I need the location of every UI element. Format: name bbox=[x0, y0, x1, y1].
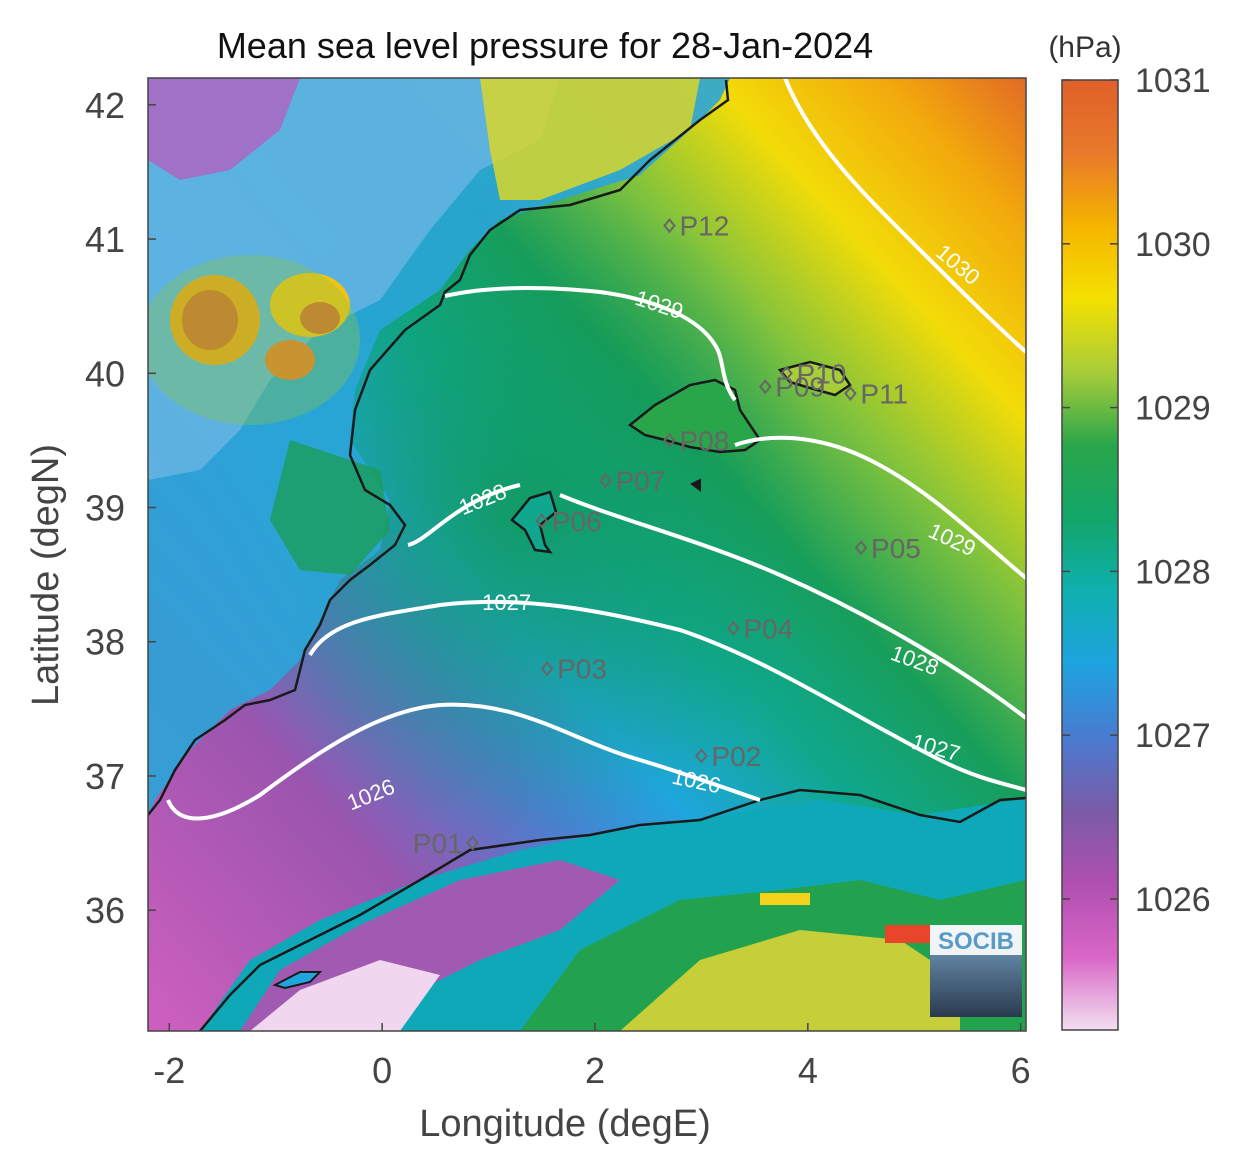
station-label: P10 bbox=[797, 358, 847, 389]
x-tick-label: 2 bbox=[585, 1050, 605, 1091]
menorca-island bbox=[777, 360, 852, 397]
station-marker-icon bbox=[758, 379, 772, 395]
station-label: P05 bbox=[871, 533, 921, 564]
y-tick-label: 41 bbox=[85, 219, 125, 260]
terrain-peak bbox=[182, 290, 238, 350]
iberia-green-south bbox=[270, 440, 390, 575]
colorbar-tick-label: 1031 bbox=[1135, 62, 1211, 100]
station-label: P08 bbox=[679, 425, 729, 456]
station-marker-icon bbox=[535, 513, 549, 529]
y-tick-label: 40 bbox=[85, 353, 125, 394]
iberia-yellow-coast bbox=[480, 78, 700, 200]
small-island bbox=[272, 971, 323, 990]
station-label: P01 bbox=[413, 828, 463, 859]
colorbar-tick-label: 1026 bbox=[1135, 881, 1211, 919]
map-border bbox=[147, 77, 1027, 1032]
station-marker-icon bbox=[663, 218, 676, 234]
x-tick-label: -2 bbox=[153, 1050, 185, 1091]
station-marker-icon bbox=[466, 835, 479, 851]
iberia-highlands bbox=[148, 78, 560, 480]
isobar-1027 bbox=[308, 599, 1026, 792]
chart-title: Mean sea level pressure for 28-Jan-2024 bbox=[217, 25, 873, 66]
isobar-1029-north bbox=[444, 286, 737, 402]
colorbar-ticks: 1031 1030 1029 1028 1027 1026 bbox=[1062, 62, 1211, 919]
iberia-coastline bbox=[148, 79, 730, 816]
station-label: P03 bbox=[557, 654, 607, 685]
colorbar-gradient bbox=[1061, 79, 1119, 1031]
ibiza-island bbox=[510, 490, 558, 554]
station-marker-icon bbox=[844, 385, 857, 401]
colorbar-tick-label: 1028 bbox=[1135, 553, 1211, 591]
socib-logo-text: SOCIB bbox=[938, 928, 1014, 955]
x-axis-label: Longitude (degE) bbox=[419, 1103, 711, 1145]
cabrera-island bbox=[690, 478, 701, 492]
y-tick-label: 42 bbox=[85, 85, 125, 126]
y-tick-label: 39 bbox=[85, 488, 125, 529]
socib-logo: SOCIB bbox=[930, 925, 1022, 1017]
terrain-hotspot bbox=[760, 893, 810, 905]
terrain-peak bbox=[265, 340, 315, 380]
iberia-violet-north bbox=[148, 78, 300, 180]
station-label: P02 bbox=[711, 741, 761, 772]
station-label: P06 bbox=[552, 506, 602, 537]
isobar-1028 bbox=[407, 483, 1026, 720]
y-axis-label: Latitude (degN) bbox=[25, 444, 67, 706]
station-label: P04 bbox=[743, 613, 793, 644]
terrain-rim bbox=[148, 255, 360, 425]
x-tick-label: 6 bbox=[1011, 1050, 1031, 1091]
north-africa-yellow bbox=[620, 930, 960, 1031]
isobar-1026 bbox=[166, 702, 761, 821]
isobar-1030 bbox=[783, 78, 1026, 354]
y-tick-label: 37 bbox=[85, 756, 125, 797]
y-tick-label: 36 bbox=[85, 890, 125, 931]
x-tick-label: 0 bbox=[372, 1050, 392, 1091]
station-marker-icon bbox=[599, 473, 612, 489]
station-marker-icon bbox=[695, 748, 708, 764]
y-axis-ticks: 42 41 40 39 38 37 36 bbox=[85, 85, 156, 931]
station-marker-icon bbox=[780, 365, 793, 381]
colorbar-unit: (hPa) bbox=[1048, 31, 1121, 64]
colorbar: (hPa) 1031 1030 1029 1028 1027 1026 bbox=[1048, 31, 1211, 1031]
isobar-1029-east bbox=[734, 435, 1026, 580]
station-label: P11 bbox=[860, 378, 908, 409]
terrain-hotspot bbox=[885, 925, 940, 943]
contour-label: 1027 bbox=[482, 590, 531, 615]
station-marker-icon bbox=[663, 432, 676, 448]
station-marker-icon bbox=[854, 540, 868, 556]
station-label: P07 bbox=[616, 466, 666, 497]
y-tick-label: 38 bbox=[85, 622, 125, 663]
x-tick-label: 4 bbox=[798, 1050, 818, 1091]
station-marker-icon bbox=[540, 661, 554, 677]
colorbar-tick-label: 1027 bbox=[1135, 717, 1211, 755]
africa-coastline bbox=[199, 788, 1026, 1031]
north-africa-pale bbox=[250, 960, 440, 1031]
colorbar-tick-label: 1029 bbox=[1135, 390, 1211, 428]
x-axis-ticks: -2 0 2 4 6 bbox=[153, 1023, 1031, 1091]
station-label: P12 bbox=[679, 211, 729, 242]
station-marker-icon bbox=[727, 620, 740, 636]
terrain-peak bbox=[300, 302, 340, 334]
colorbar-tick-label: 1030 bbox=[1135, 226, 1211, 264]
